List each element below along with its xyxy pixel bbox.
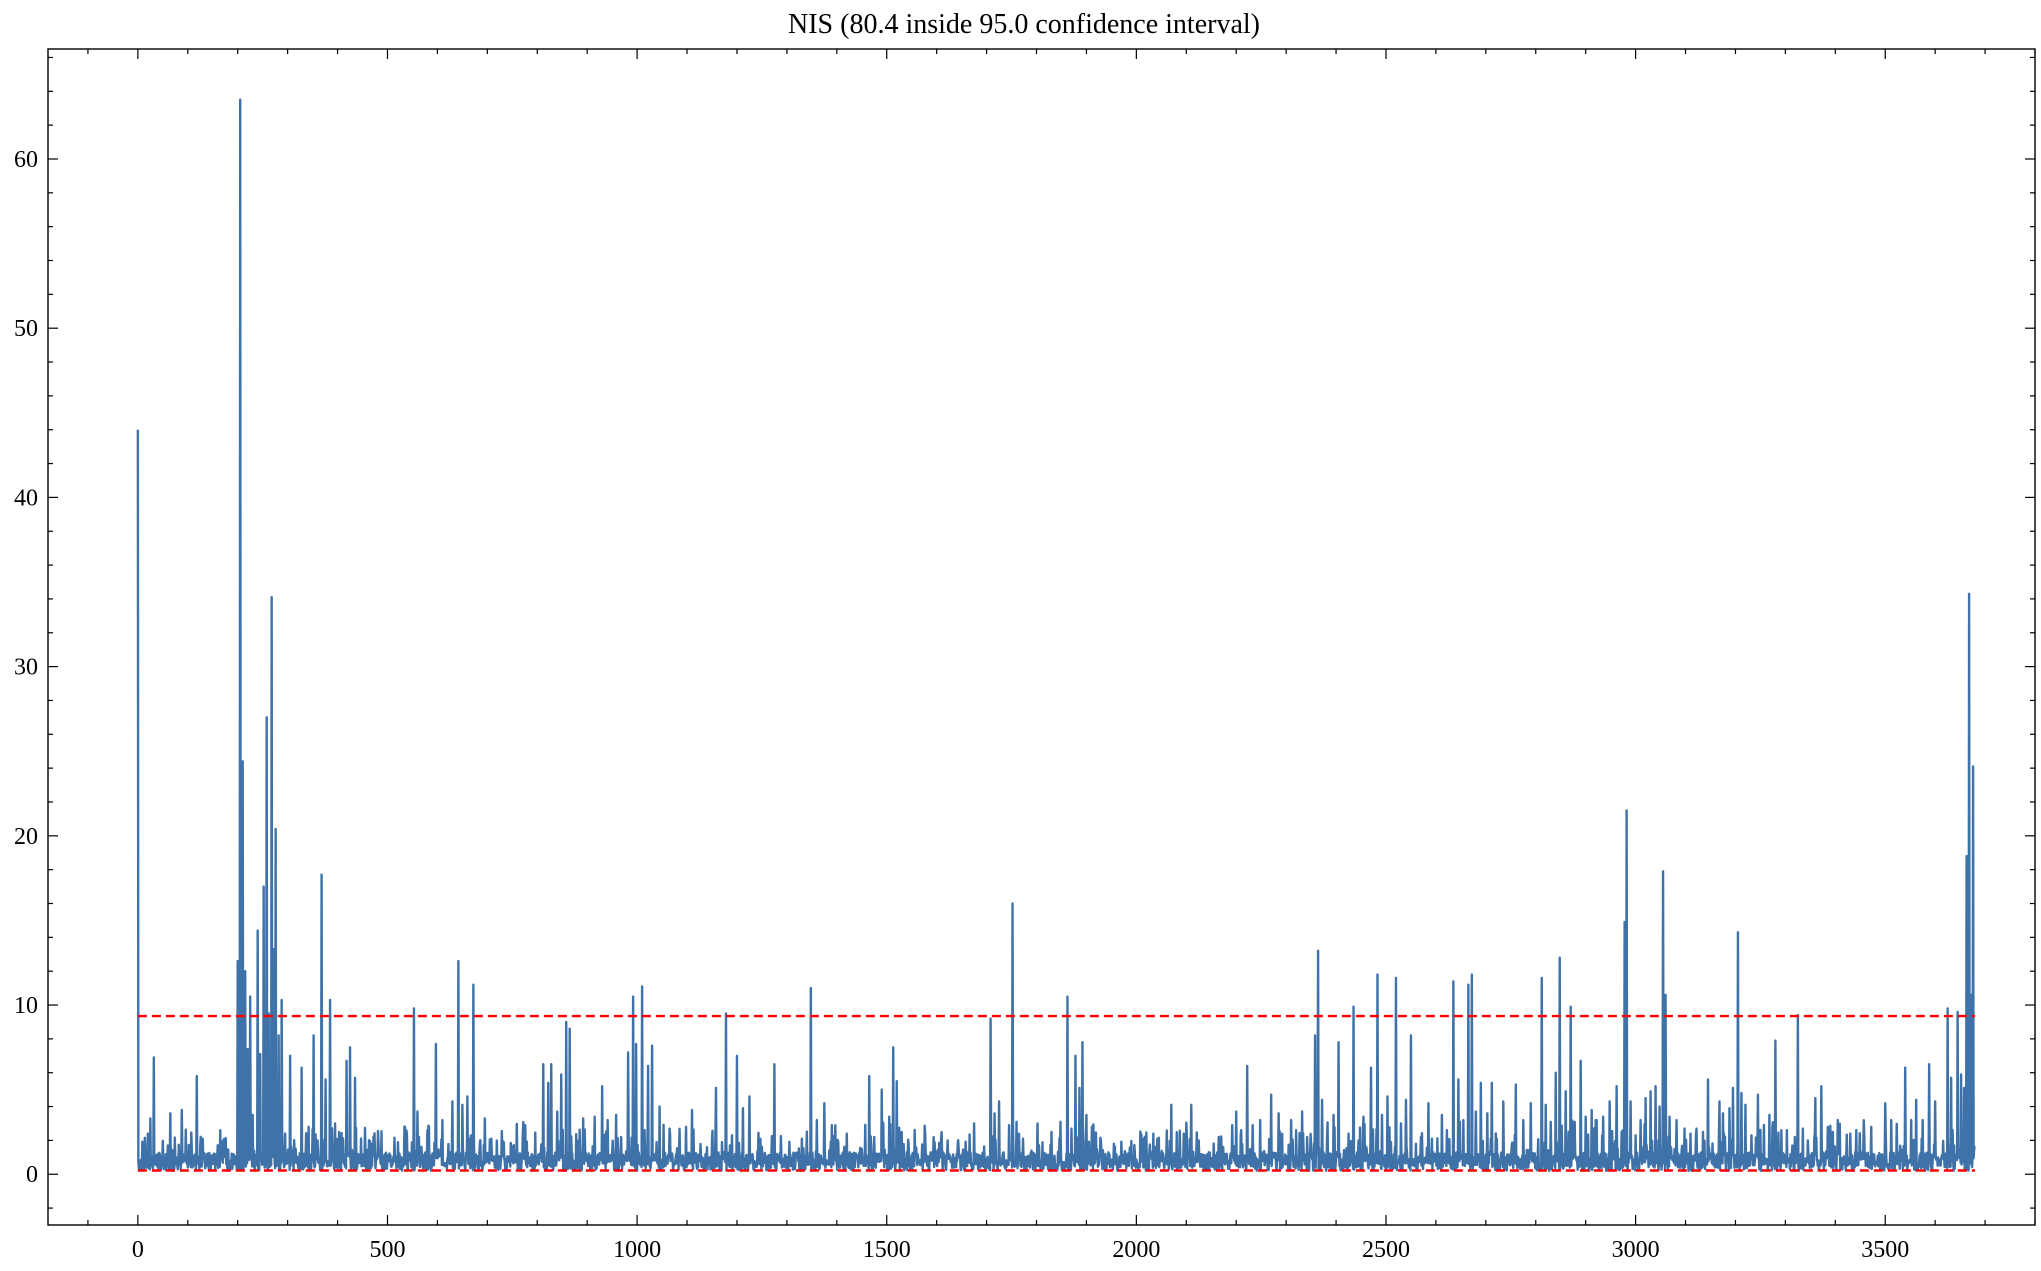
y-tick-label: 60 [14,147,38,173]
x-tick-label: 1000 [613,1237,661,1263]
plot-frame [47,48,2036,1226]
y-tick-label: 40 [14,485,38,511]
plot-area [136,98,1976,1173]
chart-title: NIS (80.4 inside 95.0 confidence interva… [788,9,1260,40]
nis-series-line [136,98,1976,1173]
x-tick-label: 1500 [863,1237,911,1263]
y-tick-label: 20 [14,824,38,850]
x-tick-label: 2000 [1112,1237,1160,1263]
x-tick-label: 3500 [1861,1237,1909,1263]
y-tick-label: 50 [14,316,38,342]
y-tick-label: 30 [14,655,38,681]
x-tick-label: 3000 [1612,1237,1660,1263]
y-tick-label: 10 [14,993,38,1019]
x-tick-label: 500 [369,1237,405,1263]
x-tick-label: 2500 [1362,1237,1410,1263]
x-tick-label: 0 [132,1237,144,1263]
y-tick-label: 0 [26,1162,38,1188]
axes: 0 500 1000 1500 2000 2500 3000 3500 0 10 20 30 40 50 6… [14,48,2036,1263]
